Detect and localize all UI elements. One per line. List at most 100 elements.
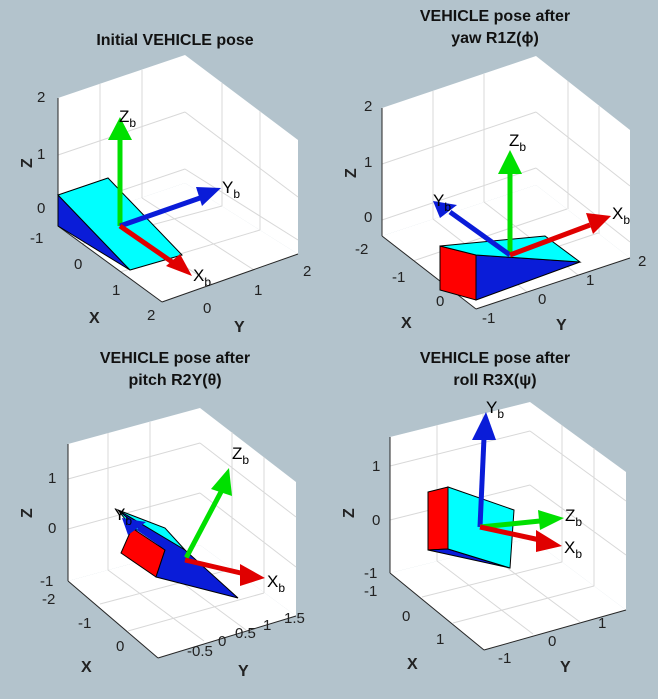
vector-yb <box>122 518 187 563</box>
vector-label-zb: Zb <box>509 131 526 154</box>
y-tick: 0 <box>218 633 226 650</box>
y-tick: 2 <box>638 253 646 270</box>
vector-label-yb: Yb <box>114 505 132 528</box>
x-tick: -1 <box>392 269 405 286</box>
y-axis-label: Y <box>238 663 249 680</box>
y-tick: -1 <box>498 650 511 667</box>
y-axis-label: Y <box>560 659 571 676</box>
vector-xb <box>509 213 611 258</box>
z-tick: 1 <box>372 458 380 475</box>
vehicle-red-face <box>427 486 449 551</box>
z-tick: 1 <box>364 154 372 171</box>
back-wall-xz <box>382 56 536 236</box>
vector-label-zb: Zb <box>119 107 136 130</box>
y-axis-label: Y <box>556 317 567 334</box>
y-tick: -1 <box>482 310 495 327</box>
axis-y-line <box>161 253 299 303</box>
back-wall-yz <box>530 402 626 610</box>
vector-zb <box>108 117 132 226</box>
y-tick: -0.5 <box>187 643 213 660</box>
title-line1: VEHICLE pose after <box>99 350 251 367</box>
title-line1: VEHICLE pose after <box>419 8 571 25</box>
back-wall-yz <box>536 56 630 258</box>
x-tick: 0 <box>74 256 82 273</box>
vector-label-xb: Xb <box>267 572 285 595</box>
z-axis-label: Z <box>19 508 36 518</box>
panel-title: VEHICLE pose after pitch R2Y(θ) <box>20 348 330 392</box>
title-line2: roll R3X(ψ) <box>453 372 537 389</box>
vector-zb <box>498 150 522 255</box>
x-tick: -1 <box>78 615 91 632</box>
z-tick: 1 <box>48 470 56 487</box>
z-tick: 0 <box>372 512 380 529</box>
y-tick: 1 <box>263 617 271 634</box>
z-axis-label: Z <box>343 168 360 178</box>
x-axis-label: X <box>407 656 418 673</box>
floor <box>390 538 626 650</box>
z-tick: -1 <box>40 573 53 590</box>
z-tick: 0 <box>37 200 45 217</box>
y-axis-label: Y <box>234 319 245 336</box>
x-tick: -2 <box>42 591 55 608</box>
x-axis-label: X <box>89 310 100 327</box>
x-tick: 1 <box>112 282 120 299</box>
y-tick: 1.5 <box>284 610 305 627</box>
y-tick: 0 <box>538 291 546 308</box>
vector-yb <box>119 187 221 229</box>
vector-label-zb: Zb <box>232 444 249 467</box>
y-tick: 0 <box>203 300 211 317</box>
x-tick: 1 <box>436 631 444 648</box>
vector-label-xb: Xb <box>193 266 211 289</box>
x-tick: -1 <box>30 230 43 247</box>
y-tick: 1 <box>598 615 606 632</box>
x-tick: 2 <box>147 307 155 324</box>
axis-y-line <box>475 257 631 310</box>
axis-x-line <box>389 572 485 651</box>
x-axis-label: X <box>81 659 92 676</box>
back-wall-yz <box>200 408 296 616</box>
x-tick: -2 <box>355 241 368 258</box>
title-line2: yaw R1Z(ϕ) <box>451 30 539 47</box>
x-axis-label: X <box>401 315 412 332</box>
vector-label-yb: Yb <box>433 191 451 214</box>
y-tick: 0.5 <box>235 625 256 642</box>
vector-zb <box>479 510 564 530</box>
vector-xb <box>479 524 562 552</box>
vector-label-zb: Zb <box>565 506 582 529</box>
z-tick: 0 <box>48 520 56 537</box>
vector-label-xb: Xb <box>612 204 630 227</box>
vector-label-xb: Xb <box>564 538 582 561</box>
panel-title: Initial VEHICLE pose <box>20 30 330 52</box>
x-tick: 0 <box>402 608 410 625</box>
z-tick: 1 <box>37 146 45 163</box>
z-tick: 2 <box>364 98 372 115</box>
z-axis-label: Z <box>341 508 358 518</box>
vector-xb <box>184 557 265 586</box>
axis-x-line <box>57 225 163 303</box>
panel-title: VEHICLE pose after roll R3X(ψ) <box>340 348 650 392</box>
title-line2: pitch R2Y(θ) <box>128 372 222 389</box>
x-tick: -1 <box>364 583 377 600</box>
panel-title: VEHICLE pose after yaw R1Z(ϕ) <box>340 6 650 50</box>
axis-y-line <box>483 609 627 651</box>
vector-yb <box>433 201 512 258</box>
x-tick: 0 <box>436 293 444 310</box>
axis-x-line <box>381 235 477 310</box>
y-tick: 0 <box>548 633 556 650</box>
x-tick: 0 <box>116 638 124 655</box>
axis-y-line <box>157 615 297 659</box>
axis-x-line <box>67 580 159 659</box>
vector-xb <box>118 223 192 276</box>
z-tick: -1 <box>364 565 377 582</box>
y-tick: 2 <box>303 263 311 280</box>
vector-label-yb: Yb <box>222 178 240 201</box>
z-axis-label: Z <box>19 158 36 168</box>
y-tick: 1 <box>254 282 262 299</box>
vector-label-yb: Yb <box>486 398 504 421</box>
title-line1: VEHICLE pose after <box>419 350 571 367</box>
z-tick: 0 <box>364 209 372 226</box>
